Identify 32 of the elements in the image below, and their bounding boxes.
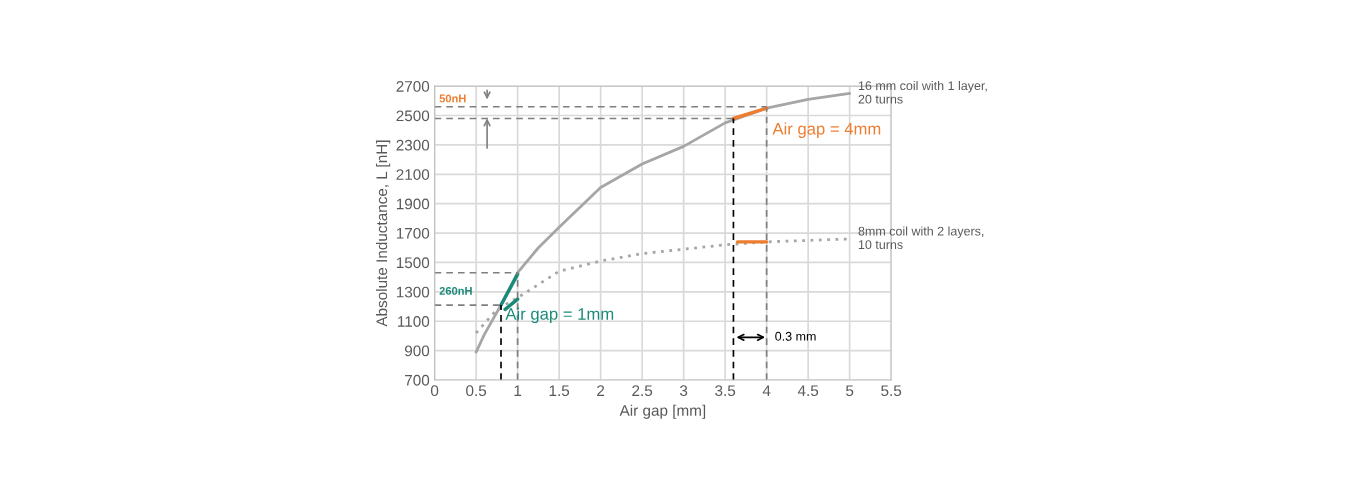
x-axis-title: Air gap [mm]	[619, 404, 706, 419]
series-label: 8mm coil with 2 layers, 10 turns	[858, 226, 984, 250]
x-tick-label: 3	[679, 385, 688, 397]
x-tick-label: 2	[597, 385, 605, 396]
y-tick-label: 1900	[396, 198, 430, 210]
x-tick-label: 0	[430, 385, 439, 397]
y-axis-title: Absolute Inductance, L [nH]	[375, 140, 391, 327]
annotation: Air gap = 4mm	[772, 122, 881, 138]
y-tick-label: 1500	[396, 257, 430, 269]
x-tick-label: 5.5	[881, 385, 902, 397]
annotation: 50nH	[439, 94, 466, 103]
x-tick-label: 1.5	[549, 385, 570, 397]
x-tick-label: 0.5	[466, 385, 487, 397]
y-tick-label: 900	[404, 345, 430, 357]
annotation: 260nH	[439, 286, 472, 295]
y-tick-label: 1700	[396, 227, 430, 239]
annotation: 0.3 mm	[775, 331, 816, 341]
x-tick-label: 4.5	[797, 385, 819, 397]
y-tick-label: 2100	[396, 169, 430, 180]
x-tick-label: 2.5	[632, 385, 653, 397]
x-tick-label: 3.5	[715, 385, 736, 397]
y-tick-label: 700	[405, 374, 430, 386]
x-tick-label: 1	[514, 385, 522, 396]
y-tick-label: 1300	[396, 286, 430, 298]
y-tick-label: 2300	[396, 139, 430, 151]
x-tick-label: 5	[846, 385, 854, 397]
x-tick-label: 4	[762, 385, 771, 396]
y-tick-label: 2700	[396, 81, 430, 92]
annotation: Air gap = 1mm	[505, 307, 614, 324]
y-tick-label: 2500	[396, 110, 430, 122]
series-label: 16 mm coil with 1 layer, 20 turns	[858, 80, 987, 104]
y-tick-label: 1100	[398, 316, 430, 327]
